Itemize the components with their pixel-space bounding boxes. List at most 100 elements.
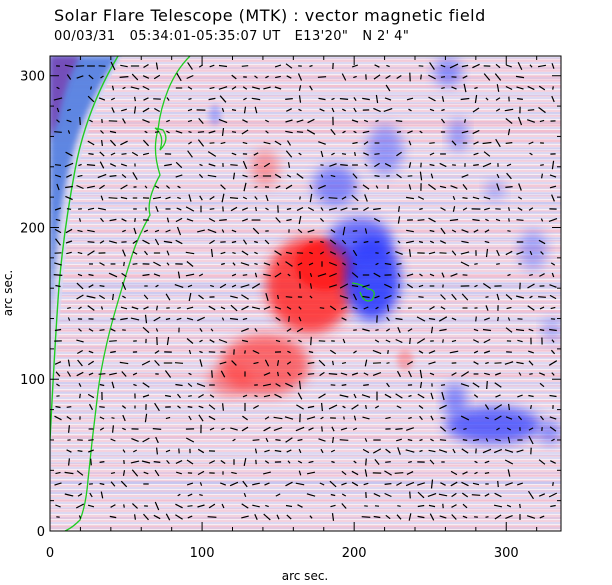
field-vector [352, 262, 358, 266]
field-vector [341, 493, 347, 497]
field-vector [406, 427, 414, 431]
field-vector [274, 306, 282, 310]
field-vector [516, 361, 524, 365]
field-vector [229, 197, 239, 199]
field-vector [188, 141, 192, 145]
field-vector [152, 428, 162, 430]
field-vector [276, 514, 280, 520]
field-vector [243, 182, 247, 192]
field-vector [253, 174, 259, 178]
field-vector [99, 329, 105, 331]
field-vector [429, 240, 435, 244]
field-vector [241, 503, 249, 509]
field-vector [451, 317, 457, 321]
field-vector [329, 251, 337, 255]
field-vector [429, 513, 435, 521]
field-vector [397, 240, 401, 244]
field-vector [275, 185, 281, 189]
field-vector [505, 250, 513, 256]
field-vector [188, 415, 192, 421]
field-vector [154, 469, 160, 477]
field-vector [351, 404, 359, 410]
field-vector [174, 362, 184, 364]
field-vector [109, 139, 117, 147]
field-vector [230, 164, 238, 166]
field-vector [419, 273, 423, 277]
field-vector [342, 262, 346, 266]
field-vector [472, 438, 480, 442]
field-vector [77, 349, 83, 355]
field-vector [395, 428, 403, 430]
field-vector [430, 438, 434, 442]
field-vector [54, 262, 62, 266]
field-vector [287, 273, 291, 277]
field-vector [231, 471, 237, 475]
field-vector [351, 470, 359, 476]
field-vector [143, 306, 149, 310]
field-vector [208, 415, 216, 421]
field-vector [87, 241, 95, 243]
field-vector [295, 426, 305, 432]
field-vector [120, 317, 128, 321]
field-vector [317, 273, 327, 277]
field-vector [176, 207, 182, 211]
field-vector [496, 173, 500, 179]
field-vector [494, 415, 502, 421]
field-vector [408, 461, 412, 463]
field-vector [505, 186, 513, 188]
field-vector [210, 284, 214, 288]
field-vector [462, 515, 468, 519]
field-vector [76, 184, 84, 190]
x-tick-label: 100 [190, 546, 215, 561]
field-vector [253, 404, 259, 410]
field-vector [494, 514, 502, 520]
field-vector [242, 317, 248, 321]
field-vector [319, 251, 325, 255]
field-vector [110, 61, 116, 71]
field-vector [253, 152, 259, 156]
field-vector [318, 438, 326, 442]
field-vector [495, 63, 501, 69]
field-vector [474, 471, 478, 475]
field-vector [208, 163, 216, 167]
field-vector [131, 73, 139, 81]
field-vector [286, 75, 292, 79]
field-vector [441, 108, 445, 112]
field-vector [321, 426, 323, 432]
field-vector [482, 283, 492, 289]
field-vector [396, 514, 402, 520]
field-vector [220, 306, 226, 310]
field-vector [364, 359, 368, 367]
field-vector [88, 403, 94, 411]
field-vector [286, 328, 292, 332]
field-vector [429, 305, 435, 311]
field-vector [109, 175, 117, 177]
field-vector [341, 317, 347, 321]
field-vector [362, 416, 370, 420]
field-vector [516, 251, 524, 255]
field-vector [462, 207, 468, 211]
field-vector [341, 196, 347, 200]
field-vector [97, 207, 107, 211]
scan-band [50, 94, 561, 97]
field-vector [384, 163, 392, 167]
field-vector [286, 108, 292, 112]
scan-band [50, 382, 561, 387]
field-vector [110, 350, 116, 354]
field-vector [143, 63, 149, 69]
field-vector [143, 513, 149, 521]
field-vector [328, 404, 338, 410]
field-vector [375, 262, 379, 266]
field-vector [109, 372, 117, 376]
field-vector [87, 250, 95, 256]
field-vector [100, 217, 104, 223]
field-vector [506, 64, 512, 68]
field-vector [375, 329, 379, 331]
field-vector [471, 494, 481, 496]
field-vector [318, 184, 326, 190]
field-vector [177, 307, 181, 309]
field-vector [153, 261, 161, 267]
x-axis-label: arc sec. [282, 569, 328, 583]
field-vector [374, 295, 380, 299]
